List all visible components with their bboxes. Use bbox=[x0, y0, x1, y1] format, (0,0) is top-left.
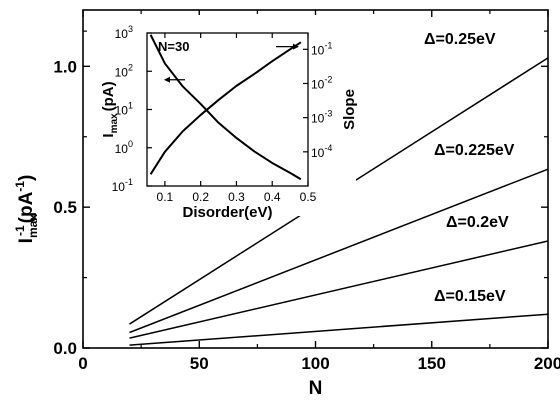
inset-y2-tick-label: 10-1 bbox=[311, 40, 332, 57]
series-label-0p225ev: Δ=0.225eV bbox=[434, 142, 515, 159]
inset-y-axis-subscript: max bbox=[109, 113, 120, 133]
main-plot: 0 50 100 150 200 0.0 0.5 1.0 Δ=0.25eV Δ=0.225eV… bbox=[13, 9, 560, 399]
inset-series-line-slope bbox=[149, 41, 302, 175]
series-line-0p15ev bbox=[129, 313, 549, 346]
inset-x-tick-label: 0.3 bbox=[228, 190, 245, 204]
main-series-labels: Δ=0.25eV Δ=0.225eV Δ=0.2eV Δ=0.15eV bbox=[424, 31, 515, 305]
inset-y-tick-label: 102 bbox=[115, 62, 133, 79]
inset-series-group bbox=[149, 34, 302, 181]
series-label-0p25ev: Δ=0.25eV bbox=[424, 31, 496, 48]
main-y-axis-superscript: -1 bbox=[13, 225, 27, 236]
inset-y-axis-symbol: I bbox=[100, 133, 117, 137]
main-y-axis-symbol: I bbox=[16, 238, 37, 243]
inset-x-tick-label: 0.2 bbox=[192, 190, 209, 204]
inset-axis-arrows bbox=[164, 43, 299, 83]
inset-y2-ticks: 10-4 10-3 10-2 10-1 bbox=[303, 40, 332, 160]
inset-series-line-imax bbox=[149, 34, 302, 181]
main-y-tick-label: 1.0 bbox=[53, 57, 77, 76]
main-y-axis-unit-close: ) bbox=[16, 175, 37, 181]
inset-y-tick-label: 103 bbox=[115, 24, 133, 41]
inset-y-tick-label: 10-1 bbox=[112, 177, 133, 194]
inset-x-tick-label: 0.1 bbox=[157, 190, 174, 204]
series-label-0p2ev: Δ=0.2eV bbox=[446, 214, 509, 231]
main-y-tick-label: 0.0 bbox=[53, 339, 77, 358]
main-y-axis-unit-superscript: -1 bbox=[13, 181, 27, 192]
main-x-tick-label: 150 bbox=[418, 354, 446, 373]
inset-y-axis-unit: (pA) bbox=[100, 81, 117, 111]
main-x-ticks: 0 50 100 150 200 bbox=[78, 10, 560, 373]
inset-y-axis-title: Imax (pA) bbox=[100, 81, 120, 137]
main-y-tick-label: 0.5 bbox=[53, 198, 77, 217]
inset-annotation: N=30 bbox=[158, 39, 189, 54]
inset-y-ticks: 10-1 100 101 102 103 bbox=[112, 24, 152, 194]
main-y-ticks: 0.0 0.5 1.0 bbox=[53, 30, 548, 358]
right-axis-arrowhead bbox=[293, 43, 299, 50]
left-axis-arrowhead bbox=[164, 76, 170, 83]
inset-x-axis-title: Disorder(eV) bbox=[182, 204, 272, 221]
inset-y2-tick-label: 10-3 bbox=[311, 109, 332, 126]
main-x-axis-title: N bbox=[309, 378, 323, 399]
inset-x-tick-label: 0.4 bbox=[264, 190, 281, 204]
inset-x-tick-label: 0.5 bbox=[300, 190, 317, 204]
inset-y-tick-label: 100 bbox=[115, 139, 133, 156]
main-y-axis-unit: (pA bbox=[16, 191, 37, 223]
inset-background bbox=[93, 15, 356, 216]
main-x-tick-label: 200 bbox=[534, 354, 560, 373]
inset-y2-axis-title: Slope bbox=[341, 89, 358, 130]
main-x-tick-label: 100 bbox=[301, 354, 329, 373]
inset-y-tick-label: 101 bbox=[115, 101, 133, 118]
series-line-0p2ev bbox=[129, 240, 549, 339]
inset-y2-tick-label: 10-4 bbox=[311, 143, 332, 160]
main-x-tick-label: 50 bbox=[190, 354, 209, 373]
main-y-axis-subscript: max bbox=[26, 214, 40, 238]
main-x-tick-label: 0 bbox=[78, 354, 87, 373]
inset-y2-tick-label: 10-2 bbox=[311, 74, 332, 91]
inset-x-ticks: 0.1 0.2 0.3 0.4 0.5 bbox=[157, 33, 317, 204]
series-line-0p225ev bbox=[129, 168, 549, 334]
main-y-axis-title: Imax-1(pA-1) bbox=[13, 175, 40, 244]
series-label-0p15ev: Δ=0.15eV bbox=[434, 288, 506, 305]
